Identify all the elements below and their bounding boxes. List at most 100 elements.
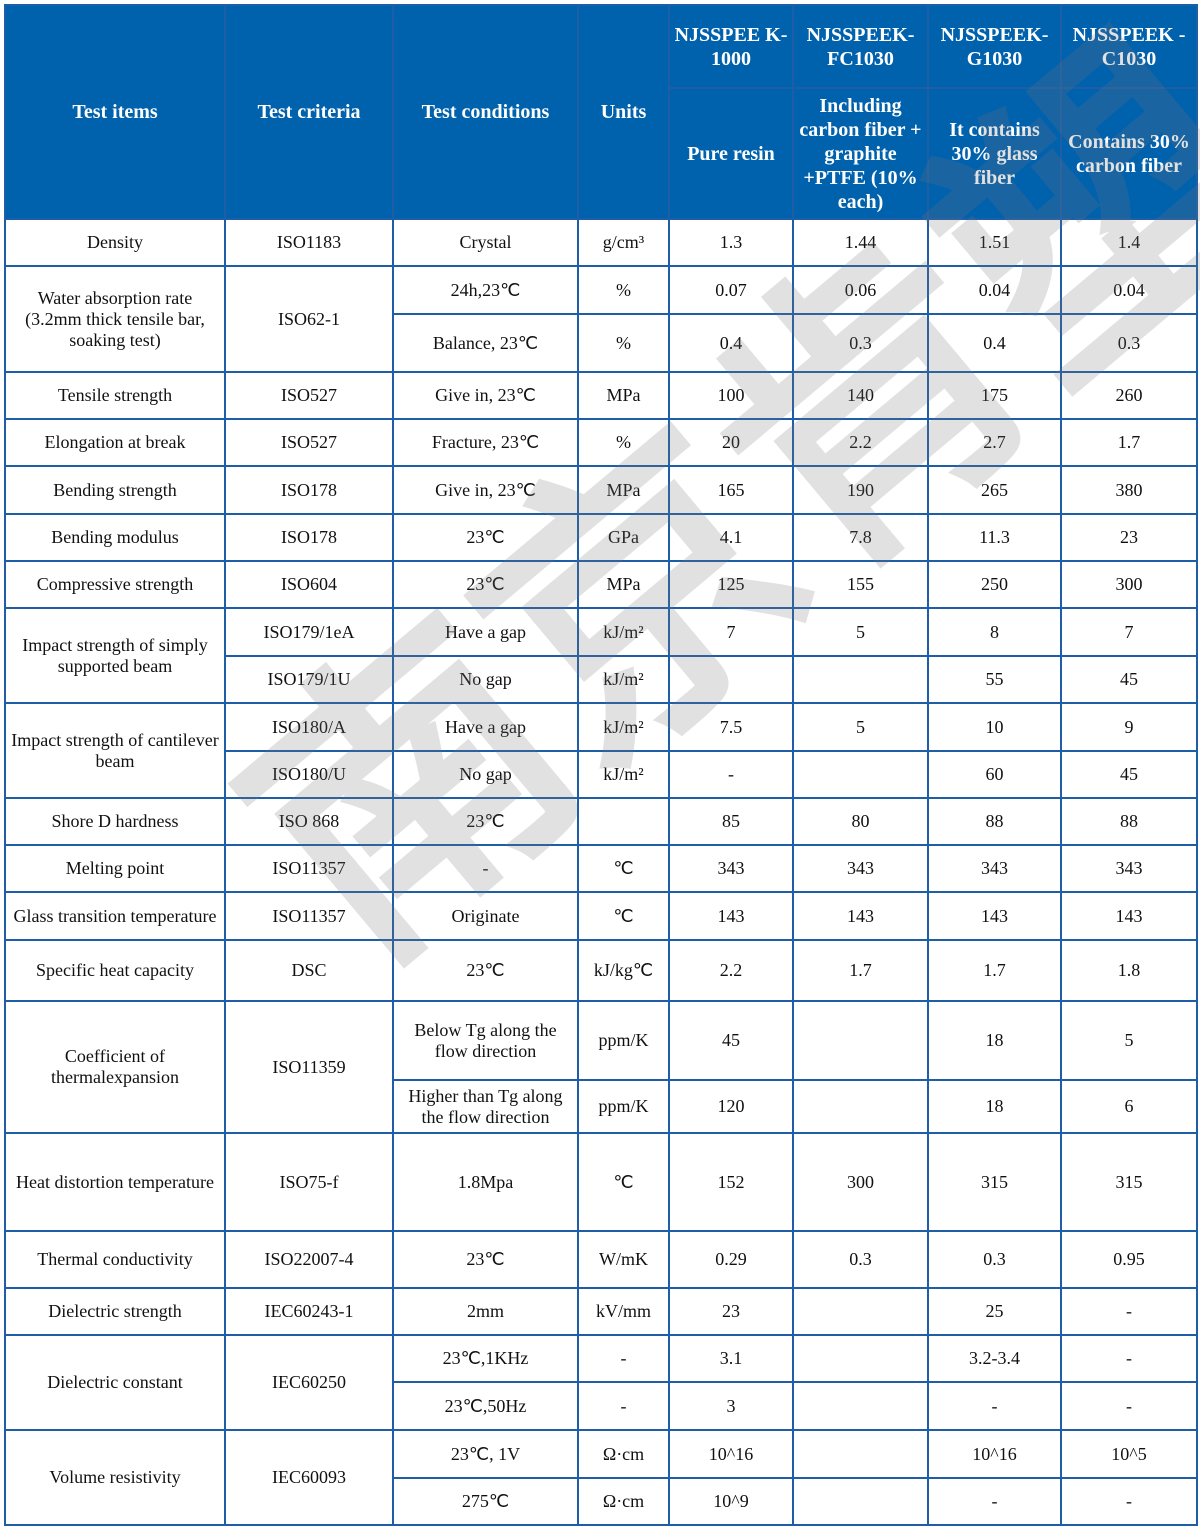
value-cell: 165 [668, 465, 794, 515]
units-cell: ppm/K [577, 1000, 670, 1081]
test-conditions-cell: Have a gap [392, 607, 579, 657]
units-cell: MPa [577, 560, 670, 609]
header-product-description: It contains 30% glass fiber [927, 87, 1062, 220]
test-conditions-cell: 23℃ [392, 939, 579, 1002]
table-row: Balance, 23℃% 0.4 0.3 0.4 0.3 [5, 313, 1198, 373]
test-item-cell: Specific heat capacity [4, 939, 226, 1002]
value-cell: 5 [792, 607, 929, 657]
value-cell: 18 [927, 1079, 1062, 1134]
value-cell: 5 [1060, 1000, 1198, 1081]
test-criteria-cell: ISO75-f [224, 1132, 394, 1232]
test-criteria-cell: ISO180/A [224, 702, 394, 752]
test-item-cell: Bending modulus [4, 513, 226, 562]
units-cell: kJ/m² [577, 702, 670, 752]
header-product-description: Contains 30% carbon fiber [1060, 87, 1198, 220]
test-item-cell: Heat distortion temperature [4, 1132, 226, 1232]
test-criteria-cell: ISO604 [224, 560, 394, 609]
header-product-name: NJSSPEEK- G1030 [927, 4, 1062, 89]
value-cell: 45 [668, 1000, 794, 1081]
value-cell: 250 [927, 560, 1062, 609]
value-cell: 190 [792, 465, 929, 515]
units-cell: Ω·cm [577, 1477, 670, 1526]
test-conditions-cell: No gap [392, 750, 579, 799]
test-criteria-cell: DSC [224, 939, 394, 1002]
test-criteria-cell: ISO179/1eA [224, 607, 394, 657]
test-conditions-cell: Give in, 23℃ [392, 465, 579, 515]
value-cell: - [668, 750, 794, 799]
test-item-cell: Glass transition temperature [4, 891, 226, 941]
value-cell: 10^16 [927, 1429, 1062, 1479]
value-cell: 3.2-3.4 [927, 1334, 1062, 1383]
test-criteria-cell: ISO62-1 [224, 265, 394, 373]
value-cell: 315 [1060, 1132, 1198, 1232]
test-criteria-cell: IEC60250 [224, 1334, 394, 1431]
table-row: 23℃,50Hz -3- - [5, 1381, 1198, 1431]
test-conditions-cell: Higher than Tg along the flow direction [392, 1079, 579, 1134]
value-cell [792, 1079, 929, 1134]
value-cell: 0.4 [927, 313, 1062, 373]
test-item-cell: Tensile strength [4, 371, 226, 420]
value-cell [792, 1429, 929, 1479]
test-criteria-cell: IEC60243-1 [224, 1287, 394, 1336]
units-cell: W/mK [577, 1230, 670, 1289]
test-item-cell: Water absorption rate (3.2mm thick tensi… [4, 265, 226, 373]
value-cell: 10 [927, 702, 1062, 752]
value-cell: 60 [927, 750, 1062, 799]
test-conditions-cell: Crystal [392, 218, 579, 267]
header-test-conditions: Test conditions [392, 4, 579, 220]
test-conditions-cell: 23℃ [392, 513, 579, 562]
value-cell: 2.7 [927, 418, 1062, 467]
value-cell: 1.7 [792, 939, 929, 1002]
header-product-description: Including carbon fiber + graphite +PTFE … [792, 87, 929, 220]
table-body: Density ISO1183 Crystal g/cm³ 1.3 1.44 1.51 1.4… [4, 218, 1198, 1526]
value-cell: 175 [927, 371, 1062, 420]
table-row: Volume resistivity IEC60093 23℃, 1V Ω·cm 10^… [4, 1429, 1198, 1526]
units-cell: % [577, 418, 670, 467]
value-cell: 0.3 [792, 313, 929, 373]
value-cell: 0.04 [1060, 265, 1198, 315]
table-row: Impact strength of simply supported beam… [4, 607, 1198, 704]
value-cell: 143 [927, 891, 1062, 941]
value-cell: 0.04 [927, 265, 1062, 315]
value-cell: 7.5 [668, 702, 794, 752]
test-conditions-cell: 2mm [392, 1287, 579, 1336]
test-criteria-cell: ISO178 [224, 513, 394, 562]
test-criteria-cell: ISO179/1U [224, 655, 394, 704]
value-cell [792, 1381, 929, 1431]
value-cell: 1.51 [927, 218, 1062, 267]
table-row: ISO179/1U No gap kJ/m² 55 45 [5, 655, 1198, 704]
table-row: 275℃ Ω·cm 10^9 - - [5, 1477, 1198, 1526]
value-cell: 140 [792, 371, 929, 420]
header-product-description: Pure resin [668, 87, 794, 220]
test-criteria-cell: ISO1183 [224, 218, 394, 267]
test-item-cell: Bending strength [4, 465, 226, 515]
test-criteria-cell: ISO11357 [224, 844, 394, 893]
test-conditions-cell: 23℃, 1V [392, 1429, 579, 1479]
value-cell: - [927, 1381, 1062, 1431]
units-cell: ℃ [577, 891, 670, 941]
units-cell: % [577, 313, 670, 373]
test-item-cell: Volume resistivity [4, 1429, 226, 1526]
test-criteria-cell: ISO 868 [224, 797, 394, 846]
value-cell: 88 [1060, 797, 1198, 846]
units-cell: ℃ [577, 1132, 670, 1232]
value-cell: 343 [1060, 844, 1198, 893]
units-cell: kJ/kg℃ [577, 939, 670, 1002]
value-cell: 25 [927, 1287, 1062, 1336]
value-cell: 85 [668, 797, 794, 846]
header-test-criteria: Test criteria [224, 4, 394, 220]
units-cell: kV/mm [577, 1287, 670, 1336]
test-item-cell: Coefficient of thermalexpansion [4, 1000, 226, 1134]
units-cell: ppm/K [577, 1079, 670, 1134]
table-row: Density ISO1183 Crystal g/cm³ 1.3 1.44 1.51 1.4 [4, 218, 1198, 267]
value-cell: 23 [1060, 513, 1198, 562]
header-product-name: NJSSPEEK- FC1030 [792, 4, 929, 89]
test-item-cell: Impact strength of simply supported beam [4, 607, 226, 704]
test-item-cell: Compressive strength [4, 560, 226, 609]
test-conditions-cell: No gap [392, 655, 579, 704]
value-cell: 380 [1060, 465, 1198, 515]
units-cell: Ω·cm [577, 1429, 670, 1479]
test-conditions-cell: Below Tg along the flow direction [392, 1000, 579, 1081]
properties-table: Test items Test criteria Test conditions… [4, 4, 1198, 1526]
units-cell: g/cm³ [577, 218, 670, 267]
